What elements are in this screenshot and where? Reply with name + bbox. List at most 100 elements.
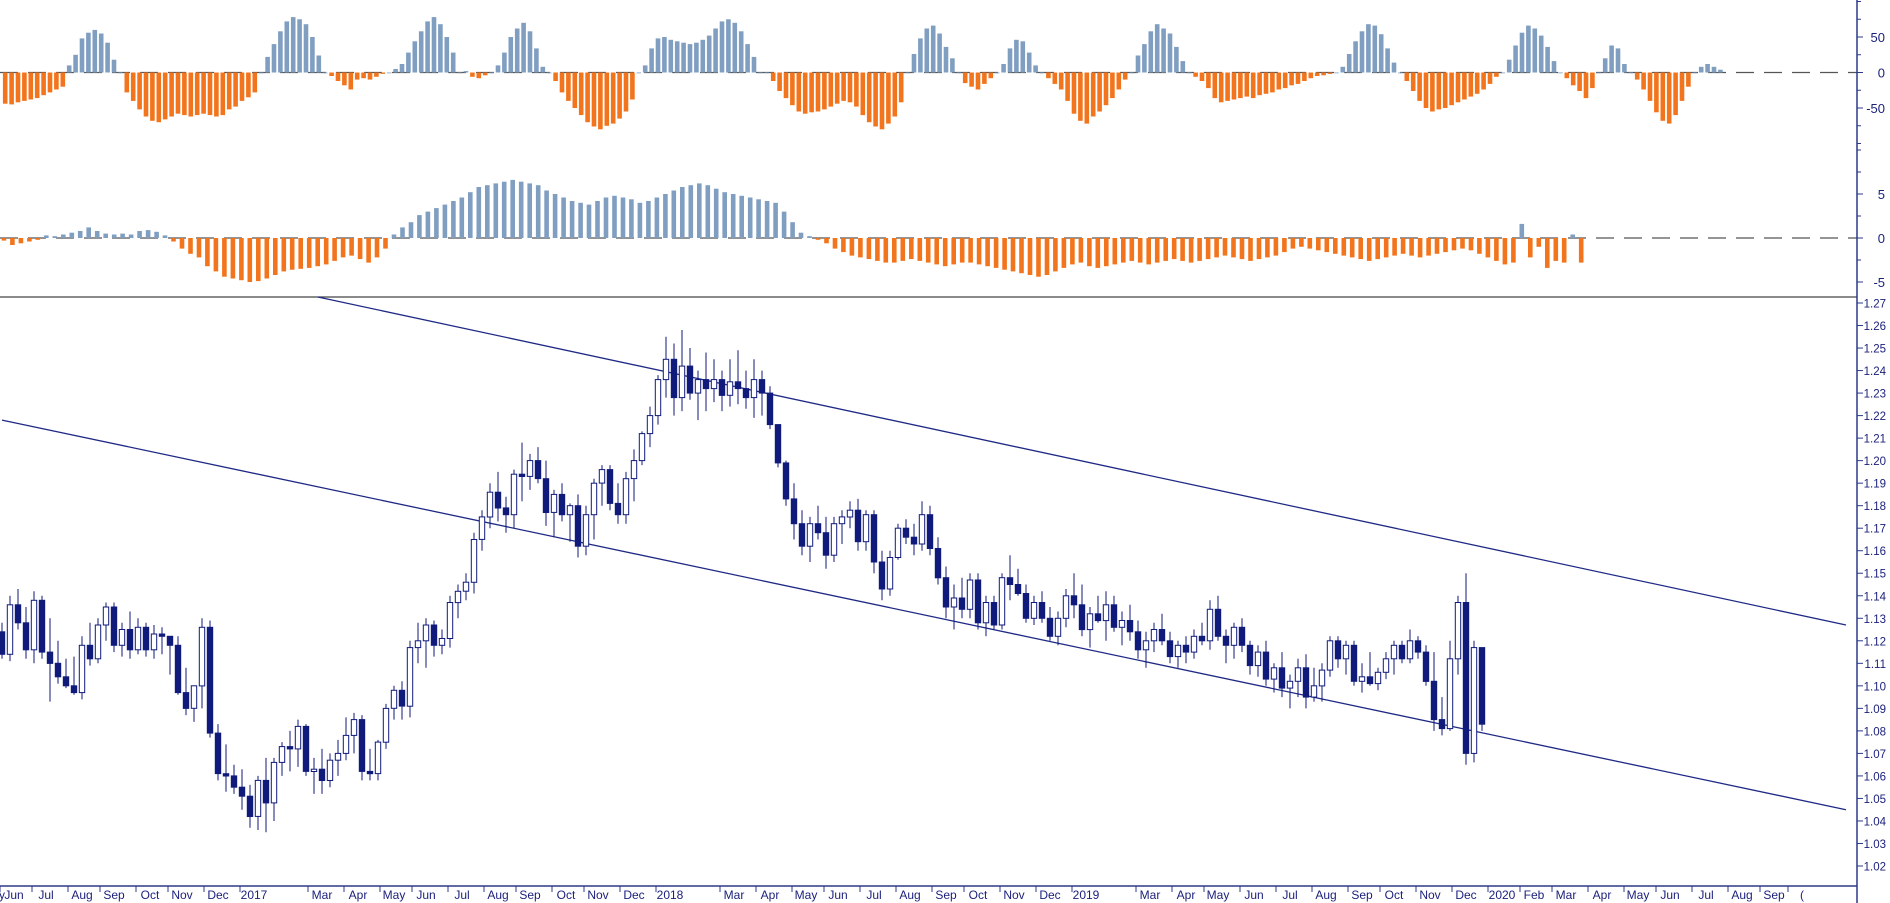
histogram-bar <box>1519 223 1525 238</box>
histogram-bar <box>1545 46 1550 73</box>
histogram-bar <box>406 52 411 73</box>
candle <box>1142 631 1150 668</box>
histogram-bar <box>188 238 193 254</box>
candle-body-down <box>534 460 542 480</box>
histogram-bar <box>951 238 956 265</box>
histogram-bar <box>495 65 501 73</box>
time-label: May <box>383 888 406 902</box>
axis-tick-label: 1.13 <box>1864 614 1886 626</box>
candle <box>86 622 94 666</box>
histogram-bar <box>738 31 744 73</box>
candle <box>518 442 526 502</box>
candle-body-down <box>1334 640 1342 660</box>
candle-body-down <box>782 462 790 500</box>
candle <box>214 724 222 781</box>
histogram-bar <box>1532 28 1538 73</box>
time-label: Jul <box>454 888 469 902</box>
histogram-bar <box>290 17 296 73</box>
histogram-bar <box>128 234 134 238</box>
histogram-bar <box>247 238 253 282</box>
histogram-bar <box>1349 238 1355 258</box>
histogram-bar <box>598 72 603 130</box>
histogram-bar <box>544 190 549 238</box>
histogram-bar <box>917 238 923 261</box>
candle-body-down <box>990 602 998 626</box>
histogram-bar <box>1 238 7 241</box>
candle <box>62 658 70 689</box>
candle-body-down <box>0 631 6 655</box>
candle <box>1358 663 1366 693</box>
candle-body-up <box>1446 658 1454 730</box>
candle <box>1414 636 1422 659</box>
histogram-bar <box>501 181 507 238</box>
histogram-bar <box>1276 72 1282 90</box>
histogram-bar <box>22 72 27 101</box>
candle-body-up <box>1086 613 1094 631</box>
candle-body-up <box>334 752 342 761</box>
time-label: Apr <box>1177 888 1196 902</box>
histogram-bar <box>1583 72 1589 99</box>
candle <box>870 510 878 574</box>
candle <box>6 595 14 662</box>
candle <box>886 550 894 596</box>
candle-body-down <box>1478 647 1486 725</box>
histogram-bar <box>1282 72 1288 89</box>
candle <box>766 386 774 430</box>
candle <box>334 739 342 776</box>
histogram-bar <box>807 236 812 238</box>
time-label: Dec <box>1039 888 1060 902</box>
histogram-bar <box>1273 238 1279 256</box>
histogram-bar <box>1641 72 1646 90</box>
candle <box>358 715 366 781</box>
histogram-bar <box>1378 34 1384 73</box>
candle <box>934 537 942 585</box>
histogram-bar <box>1366 238 1372 261</box>
histogram-bar <box>482 72 488 76</box>
candle <box>198 618 206 709</box>
candle-body-down <box>22 622 30 651</box>
histogram-bar <box>697 183 702 238</box>
candle <box>1102 591 1110 641</box>
candle-body-up <box>806 523 814 547</box>
candle-body-up <box>1102 604 1110 622</box>
histogram-bar <box>1494 72 1499 77</box>
candle-body-down <box>166 635 174 646</box>
histogram-bar <box>781 211 787 238</box>
histogram-bar <box>886 72 891 124</box>
histogram-bar <box>934 238 939 265</box>
histogram-bar <box>408 222 414 238</box>
candle-body-down <box>38 599 46 653</box>
histogram-bar <box>374 238 380 258</box>
candle <box>790 483 798 540</box>
histogram-bar <box>431 17 437 73</box>
histogram-bar <box>418 31 424 73</box>
candle-body-down <box>542 478 550 514</box>
histogram-bar <box>1188 238 1194 263</box>
candle-body-up <box>342 734 350 754</box>
histogram-bar <box>1154 24 1160 73</box>
candle <box>14 589 22 630</box>
histogram-bar <box>1692 72 1698 74</box>
candle <box>1182 636 1190 664</box>
histogram-bar <box>1324 238 1330 253</box>
time-label: Sep <box>103 888 125 902</box>
histogram-bar <box>1538 35 1544 73</box>
histogram-bar <box>1110 72 1115 99</box>
candle-body-down <box>934 548 942 579</box>
histogram-bar <box>1289 72 1294 86</box>
histogram-bar <box>502 52 507 73</box>
histogram-bar <box>1375 238 1380 260</box>
histogram-bar <box>1372 25 1378 73</box>
time-label: Jun <box>416 888 435 902</box>
candle <box>102 602 110 641</box>
histogram-bar <box>400 227 405 238</box>
histogram-bar <box>289 238 295 270</box>
candle <box>1110 595 1118 632</box>
candle-body-down <box>1214 608 1222 637</box>
candle-body-down <box>790 498 798 525</box>
axis-tick-label: 5 <box>1878 187 1885 202</box>
candle <box>30 591 38 664</box>
candle <box>494 471 502 522</box>
histogram-bar <box>649 48 654 73</box>
candle <box>174 636 182 695</box>
